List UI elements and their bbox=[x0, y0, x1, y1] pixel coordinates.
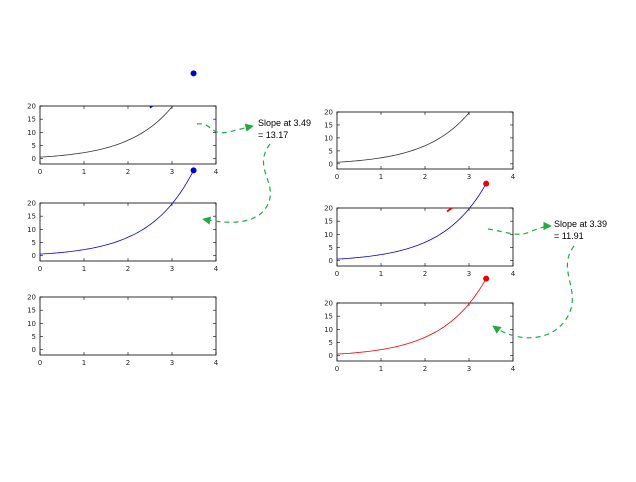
x-tick-label: 4 bbox=[511, 365, 516, 373]
series-curve bbox=[40, 106, 174, 158]
y-tick-label: 15 bbox=[324, 218, 333, 226]
tangent-point bbox=[483, 275, 490, 282]
y-tick-label: 10 bbox=[324, 231, 333, 239]
y-tick-label: 15 bbox=[324, 121, 333, 129]
y-tick-label: 15 bbox=[27, 307, 36, 315]
x-tick-label: 2 bbox=[126, 265, 130, 273]
annotation-right-line2: = 11.91 bbox=[554, 231, 584, 241]
x-tick-label: 0 bbox=[38, 168, 42, 176]
axes-frame bbox=[39, 296, 217, 356]
y-tick-label: 20 bbox=[324, 205, 333, 213]
x-tick-label: 4 bbox=[214, 265, 219, 273]
x-tick-label: 3 bbox=[467, 365, 471, 373]
x-tick-label: 2 bbox=[423, 365, 427, 373]
y-tick-label: 15 bbox=[27, 213, 36, 221]
arrow-left-back bbox=[202, 143, 271, 225]
y-tick-label: 0 bbox=[329, 257, 333, 265]
y-tick-label: 5 bbox=[329, 339, 333, 347]
y-tick-label: 10 bbox=[27, 320, 36, 328]
arrow-right-back bbox=[492, 245, 575, 339]
x-tick-label: 0 bbox=[335, 365, 339, 373]
x-tick-label: 1 bbox=[82, 359, 86, 367]
x-tick-label: 4 bbox=[214, 359, 219, 367]
y-tick-label: 5 bbox=[32, 142, 36, 150]
series-curve-partial bbox=[39, 170, 194, 255]
x-tick-label: 2 bbox=[423, 270, 427, 278]
y-tick-label: 5 bbox=[329, 244, 333, 252]
y-tick-label: 5 bbox=[329, 147, 333, 155]
y-tick-label: 0 bbox=[32, 155, 36, 163]
y-tick-label: 15 bbox=[324, 313, 333, 321]
x-tick-label: 3 bbox=[467, 270, 471, 278]
x-tick-label: 2 bbox=[126, 359, 130, 367]
y-tick-label: 10 bbox=[27, 129, 36, 137]
x-tick-label: 2 bbox=[423, 173, 427, 181]
series-curve-partial bbox=[336, 278, 487, 355]
tangent-line bbox=[149, 106, 154, 109]
x-tick-label: 3 bbox=[170, 265, 174, 273]
y-tick-label: 0 bbox=[329, 352, 333, 360]
y-tick-label: 0 bbox=[32, 252, 36, 260]
x-tick-label: 3 bbox=[170, 359, 174, 367]
y-tick-label: 20 bbox=[324, 109, 333, 117]
tangent-point bbox=[190, 167, 197, 174]
y-tick-label: 0 bbox=[329, 160, 333, 168]
x-tick-label: 1 bbox=[82, 265, 86, 273]
y-tick-label: 20 bbox=[27, 200, 36, 208]
panel-right-top: 0 1 2 3 4 0 5 10 15 20 bbox=[324, 109, 516, 182]
panel-left-top: 0 1 2 3 4 0 5 10 15 20 bbox=[27, 70, 219, 176]
y-tick-label: 5 bbox=[32, 333, 36, 341]
x-tick-label: 3 bbox=[467, 173, 471, 181]
arrows-layer bbox=[196, 123, 575, 339]
panel-left-bottom: 0 1 2 3 4 0 5 10 15 20 bbox=[27, 294, 219, 368]
series-curve-rest bbox=[486, 118, 513, 184]
panel-right-bottom: 0 1 2 3 4 0 5 10 15 20 bbox=[324, 275, 516, 373]
y-tick-label: 20 bbox=[324, 300, 333, 308]
x-tick-label: 1 bbox=[379, 270, 383, 278]
x-tick-label: 1 bbox=[82, 168, 86, 176]
x-tick-label: 4 bbox=[511, 270, 516, 278]
series-curve bbox=[337, 112, 471, 163]
x-tick-label: 3 bbox=[170, 168, 174, 176]
tangent-line bbox=[446, 208, 454, 213]
y-tick-label: 0 bbox=[32, 346, 36, 354]
x-tick-label: 1 bbox=[379, 173, 383, 181]
y-tick-label: 10 bbox=[324, 326, 333, 334]
annotation-right-line1: Slope at 3.39 bbox=[554, 219, 607, 229]
arrow-right-out bbox=[487, 221, 552, 235]
annotation-left-line1: Slope at 3.49 bbox=[258, 118, 311, 128]
series-curve-partial bbox=[336, 183, 487, 260]
y-tick-label: 10 bbox=[324, 134, 333, 142]
tangent-point bbox=[483, 180, 490, 187]
x-tick-label: 2 bbox=[126, 168, 130, 176]
x-tick-label: 0 bbox=[38, 359, 42, 367]
arrow-left-out bbox=[196, 123, 254, 134]
tangent-point bbox=[190, 70, 197, 77]
y-tick-label: 10 bbox=[27, 226, 36, 234]
x-tick-label: 4 bbox=[214, 168, 219, 176]
y-tick-label: 15 bbox=[27, 116, 36, 124]
annotation-left-line2: = 13.17 bbox=[258, 130, 288, 140]
x-tick-label: 1 bbox=[379, 365, 383, 373]
y-tick-label: 20 bbox=[27, 103, 36, 111]
y-tick-label: 5 bbox=[32, 239, 36, 247]
y-tick-label: 20 bbox=[27, 294, 36, 302]
x-tick-label: 4 bbox=[511, 173, 516, 181]
x-tick-label: 0 bbox=[38, 265, 42, 273]
x-tick-label: 0 bbox=[335, 270, 339, 278]
x-tick-label: 0 bbox=[335, 173, 339, 181]
